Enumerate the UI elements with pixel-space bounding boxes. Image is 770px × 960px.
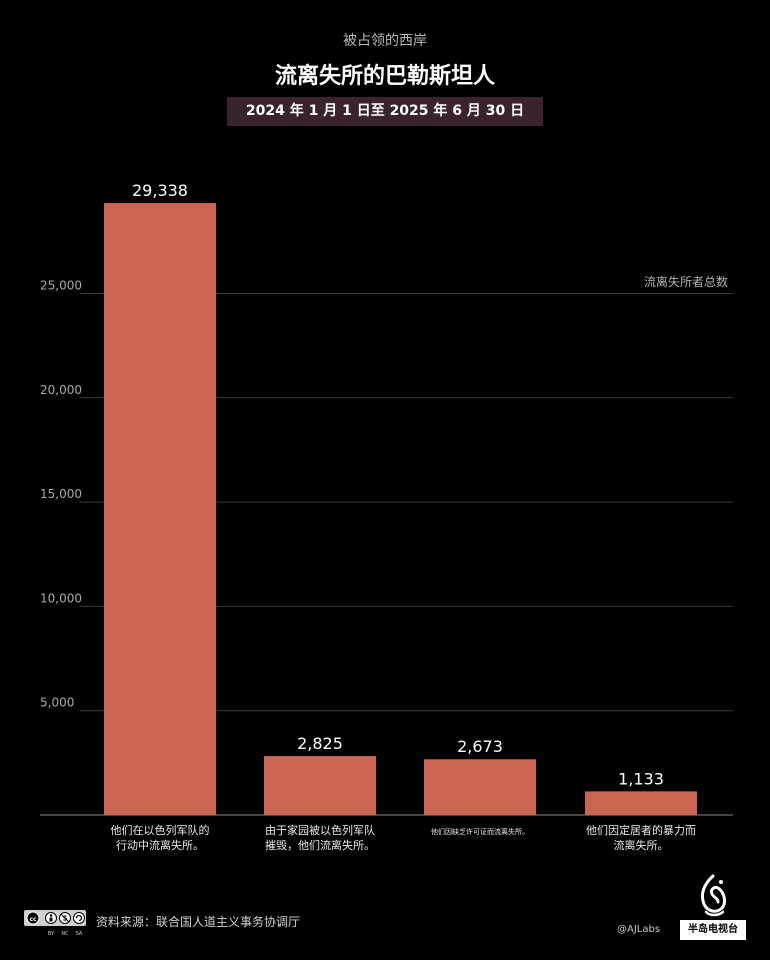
x-category-label: 流离失所。 [614,838,669,852]
x-category-label: 他们因缺乏许可证而流离失所。 [431,827,529,836]
bar [424,759,536,815]
y-tick-label: 10,000 [40,591,82,605]
al-jazeera-logo-icon [700,874,727,917]
bar-value-label: 1,133 [618,769,664,788]
y-tick-label: 20,000 [40,383,82,397]
bar [585,791,697,815]
x-category-label: 由于家园被以色列军队 [265,823,375,837]
supertitle: 被占领的西岸 [343,33,427,49]
y-tick-label: 5,000 [40,696,74,710]
creative-commons-icon: cc $ BY NC SA [24,910,86,937]
license-by: BY [48,931,55,937]
ajlabs-credit: @AJLabs [617,924,661,935]
y-tick-label: 25,000 [40,279,82,293]
brand-name: 半岛电视台 [680,920,746,940]
bar [264,756,376,815]
date-band-wrap: 2024 年 1 月 1 日至 2025 年 6 月 30 日 [0,97,770,126]
license-sa: SA [76,931,83,937]
bar-value-label: 2,673 [457,737,503,756]
bar-value-label: 2,825 [297,734,343,753]
y-tick-label: 15,000 [40,487,82,501]
legend-label: 流离失所者总数 [644,274,728,289]
date-range: 2024 年 1 月 1 日至 2025 年 6 月 30 日 [227,97,543,126]
svg-text:cc: cc [29,916,37,923]
bar-chart: 5,000 10,000 15,000 20,000 25,000 流离失所者总数 29,3… [40,181,733,852]
x-category-label: 他们在以色列军队的 [111,823,210,837]
x-category-label: 摧毁，他们流离失所。 [265,838,375,852]
license-nc: NC [61,931,69,937]
source-note: 资料来源：联合国人道主义事务协调厅 [96,915,301,929]
x-category-label: 他们因定居者的暴力而 [586,823,696,837]
bar [104,203,216,815]
x-category-label: 行动中流离失所。 [116,838,204,852]
bar-value-label: 29,338 [132,181,188,200]
chart-title: 流离失所的巴勒斯坦人 [274,64,495,89]
